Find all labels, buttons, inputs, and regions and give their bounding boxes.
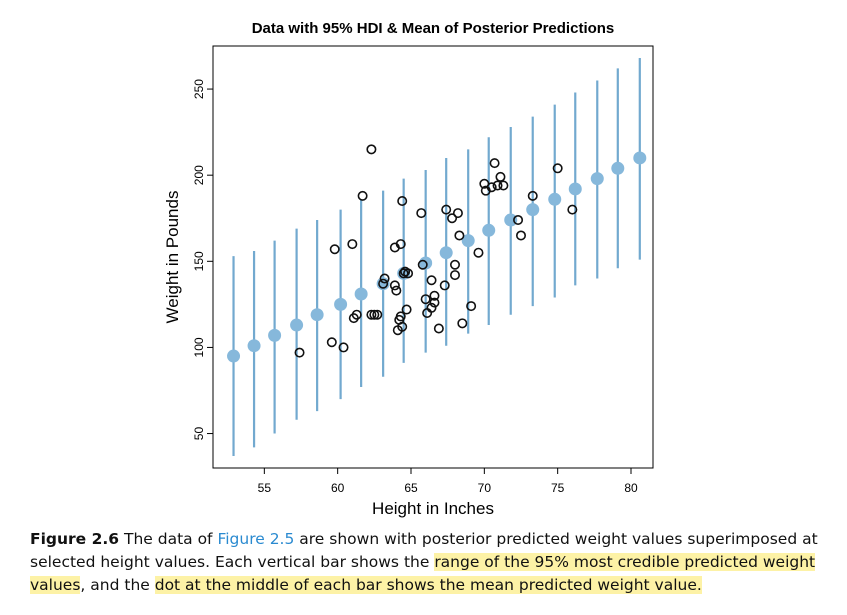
data-point [449,270,460,281]
data-point [417,259,428,270]
data-point [457,318,468,329]
data-point [429,290,440,301]
data-point [379,273,390,284]
mean-dot [568,182,582,196]
data-point [527,190,538,201]
data-point [420,294,431,305]
data-point [495,171,506,182]
data-point [329,244,340,255]
mean-dot [504,213,518,227]
data-point [401,304,412,315]
data-point [357,190,368,201]
data-point [391,285,402,296]
y-axis-ticks: 50 100 150 200 250 [192,79,213,441]
data-point [351,309,362,320]
mean-dot [633,151,647,165]
data-point [369,309,380,320]
data-point [366,309,377,320]
mean-dot [334,297,348,311]
y-tick-label: 50 [192,427,206,441]
data-point [447,213,458,224]
data-point [395,239,406,250]
data-point [513,214,524,225]
mean-dot [461,234,475,248]
mean-dot [290,318,304,332]
x-axis-ticks: 55 60 65 70 75 80 [258,468,638,495]
caption-text-3: , and the [80,576,155,594]
data-point [515,230,526,241]
data-point [449,259,460,270]
figure-reference-link[interactable]: Figure 2.5 [217,530,295,548]
data-point [466,301,477,312]
x-tick-label: 70 [478,481,492,495]
data-point [398,268,409,279]
x-tick-label: 80 [624,481,638,495]
x-axis-label: Height in Inches [372,499,494,518]
data-points [294,144,578,358]
mean-dot [526,203,540,217]
mean-dot [310,308,324,322]
caption-text-1: The data of [119,530,218,548]
data-point [489,158,500,169]
x-tick-label: 65 [404,481,418,495]
mean-dot [268,328,282,342]
data-point [347,239,358,250]
data-point [338,342,349,353]
data-point [567,204,578,215]
data-point [366,144,377,155]
data-point [492,180,503,191]
data-point [403,268,414,279]
data-point [433,323,444,334]
y-tick-label: 250 [192,79,206,99]
y-tick-label: 200 [192,165,206,185]
data-point [454,230,465,241]
x-tick-label: 55 [258,481,272,495]
chart: Data with 95% HDI & Mean of Posterior Pr… [163,20,654,518]
data-point [378,278,389,289]
mean-dot [439,246,453,260]
data-point [372,309,383,320]
data-point [439,280,450,291]
data-point [389,280,400,291]
mean-dot [548,192,562,206]
y-axis-label: Weight in Pounds [163,191,182,324]
data-point [395,311,406,322]
mean-dot [590,172,604,186]
data-point [426,275,437,286]
data-point [397,196,408,207]
data-point [552,163,563,174]
x-tick-label: 60 [331,481,345,495]
hdi-bars [227,58,647,456]
data-point [416,208,427,219]
data-point [397,321,408,332]
plot-frame [212,45,654,469]
data-point [486,182,497,193]
data-point [294,347,305,358]
y-tick-label: 100 [192,337,206,357]
data-point [473,247,484,258]
data-point [326,337,337,348]
mean-dot [611,161,625,175]
y-tick-label: 150 [192,251,206,271]
data-point [429,297,440,308]
mean-dot [247,339,261,353]
figure-caption: Figure 2.6 The data of Figure 2.5 are sh… [30,528,830,597]
data-point [452,208,463,219]
mean-dot [354,287,368,301]
mean-dot [227,349,241,363]
caption-highlight-2: dot at the middle of each bar shows the … [154,576,702,594]
mean-dot [482,223,496,237]
chart-title: Data with 95% HDI & Mean of Posterior Pr… [252,20,615,37]
data-point [498,180,509,191]
figure-label: Figure 2.6 [30,530,120,548]
x-tick-label: 75 [551,481,565,495]
caption-text-2: are shown with posterior predicted weigh… [30,530,818,571]
data-point [441,204,452,215]
data-point [426,302,437,313]
